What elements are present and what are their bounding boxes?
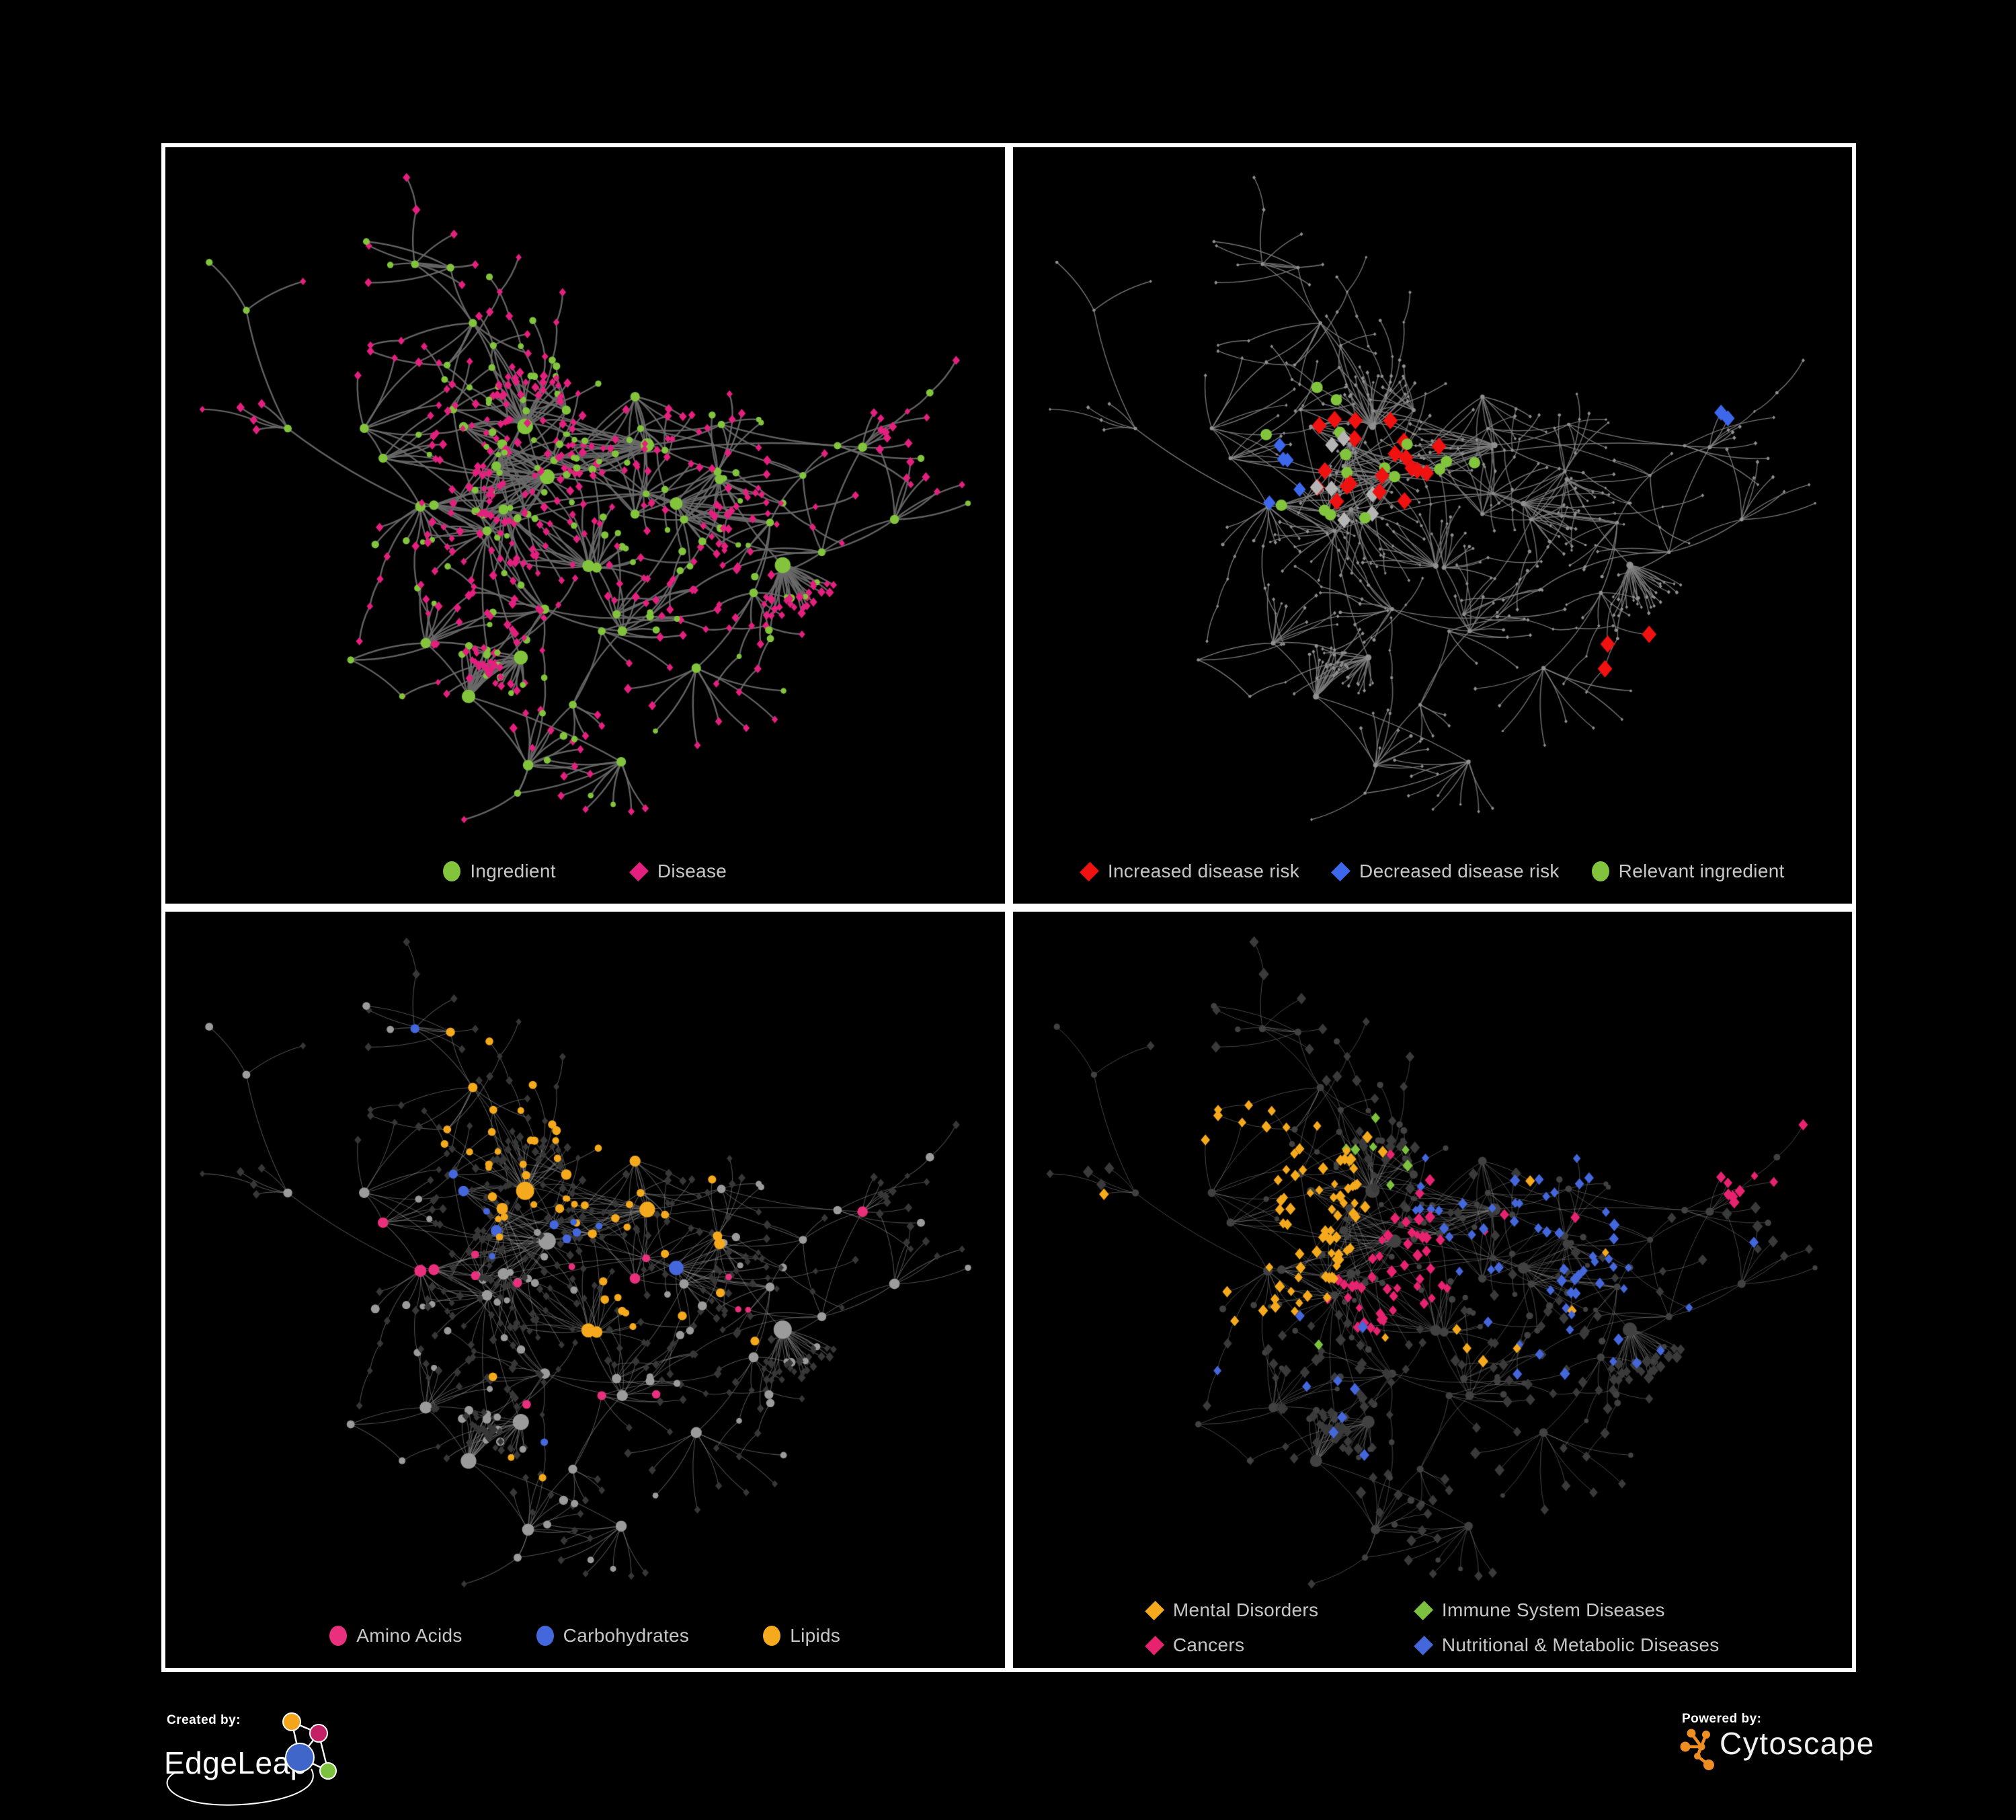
legend-label: Disease bbox=[657, 861, 727, 881]
legend-circle-marker bbox=[763, 1626, 781, 1646]
cytoscape-logo-text: Cytoscape bbox=[1720, 1726, 1875, 1761]
panel-disease-risk: Increased disease risk Decreased disease … bbox=[1008, 143, 1856, 908]
network-canvas-disease-risk bbox=[1012, 147, 1852, 836]
legend-item-amino-acids: Amino Acids bbox=[329, 1625, 462, 1647]
legend-label: Cancers bbox=[1172, 1634, 1245, 1655]
legend-label: Increased disease risk bbox=[1107, 861, 1300, 881]
legend-nutrient-classes: Amino Acids Carbohydrates Lipids bbox=[165, 1625, 1005, 1647]
edgeleap-brand: Created by: EdgeLeap bbox=[164, 1712, 337, 1806]
edgeleap-icon-nodes bbox=[282, 1712, 337, 1780]
legend-disease-categories: Mental Disorders Immune System Diseases Ca… bbox=[1144, 1599, 1720, 1656]
legend-diamond-marker bbox=[1144, 1635, 1164, 1655]
legend-circle-marker bbox=[1591, 861, 1609, 881]
legend-diamond-marker bbox=[1413, 1600, 1433, 1620]
network-canvas-nutrient-classes bbox=[165, 912, 1005, 1601]
legend-label: Nutritional & Metabolic Diseases bbox=[1441, 1634, 1720, 1655]
legend-item-increased-disease-risk: Increased disease risk bbox=[1079, 861, 1300, 882]
legend-label: Immune System Diseases bbox=[1441, 1599, 1665, 1620]
edgeleap-network-icon bbox=[166, 1720, 329, 1806]
panel-ingredient-disease: Ingredient Disease bbox=[161, 143, 1009, 908]
legend-label: Relevant ingredient bbox=[1618, 861, 1785, 881]
panel-nutrient-classes: Amino Acids Carbohydrates Lipids bbox=[161, 908, 1009, 1672]
created-by-label: Created by: bbox=[167, 1713, 241, 1727]
network-canvas-ingredient-disease bbox=[165, 147, 1005, 836]
legend-diamond-marker bbox=[1331, 861, 1350, 881]
legend-item-nutritional-metabolic-diseases: Nutritional & Metabolic Diseases bbox=[1413, 1634, 1720, 1656]
legend-diamond-marker bbox=[1144, 1600, 1164, 1620]
legend-label: Lipids bbox=[790, 1625, 841, 1646]
legend-label: Decreased disease risk bbox=[1359, 861, 1560, 881]
cytoscape-icon-nodes bbox=[1680, 1729, 1714, 1770]
legend-label: Amino Acids bbox=[356, 1625, 462, 1646]
edgeleap-node-orange bbox=[282, 1712, 301, 1731]
cytoscape-network-icon bbox=[1680, 1729, 1714, 1770]
legend-label: Mental Disorders bbox=[1172, 1599, 1319, 1620]
legend-circle-marker bbox=[329, 1626, 348, 1646]
cytoscape-brand: Powered by: Cytoscape bbox=[1680, 1712, 1873, 1770]
edgeleap-node-pink bbox=[309, 1724, 328, 1743]
legend-disease-risk: Increased disease risk Decreased disease … bbox=[1013, 861, 1853, 882]
legend-item-mental-disorders: Mental Disorders bbox=[1144, 1599, 1319, 1621]
legend-item-relevant-ingredient: Relevant ingredient bbox=[1591, 861, 1785, 882]
edgeleap-logo-text: EdgeLeap bbox=[164, 1745, 308, 1780]
legend-diamond-marker bbox=[1413, 1635, 1433, 1655]
legend-item-immune-system-diseases: Immune System Diseases bbox=[1413, 1599, 1665, 1621]
edgeleap-node-green bbox=[319, 1762, 337, 1780]
network-canvas-disease-categories bbox=[1012, 912, 1852, 1601]
legend-circle-marker bbox=[536, 1626, 554, 1646]
legend-circle-marker bbox=[443, 861, 461, 881]
powered-by-label: Powered by: bbox=[1682, 1712, 1761, 1726]
legend-label: Ingredient bbox=[470, 861, 556, 881]
panel-disease-categories: Mental Disorders Immune System Diseases Ca… bbox=[1008, 908, 1856, 1672]
legend-item-disease: Disease bbox=[629, 861, 727, 882]
legend-item-lipids: Lipids bbox=[763, 1625, 840, 1647]
edgeleap-swoosh bbox=[166, 1768, 314, 1806]
legend-item-decreased-disease-risk: Decreased disease risk bbox=[1331, 861, 1560, 882]
legend-ingredient-disease: Ingredient Disease bbox=[165, 861, 1005, 882]
legend-diamond-marker bbox=[629, 861, 649, 881]
panel-grid: Ingredient Disease Increased disease risk… bbox=[161, 143, 1856, 1672]
legend-label: Carbohydrates bbox=[563, 1625, 690, 1646]
legend-item-carbohydrates: Carbohydrates bbox=[536, 1625, 690, 1647]
legend-diamond-marker bbox=[1079, 861, 1099, 881]
edgeleap-node-blue bbox=[285, 1743, 315, 1772]
legend-item-ingredient: Ingredient bbox=[443, 861, 556, 882]
legend-item-cancers: Cancers bbox=[1144, 1634, 1245, 1656]
